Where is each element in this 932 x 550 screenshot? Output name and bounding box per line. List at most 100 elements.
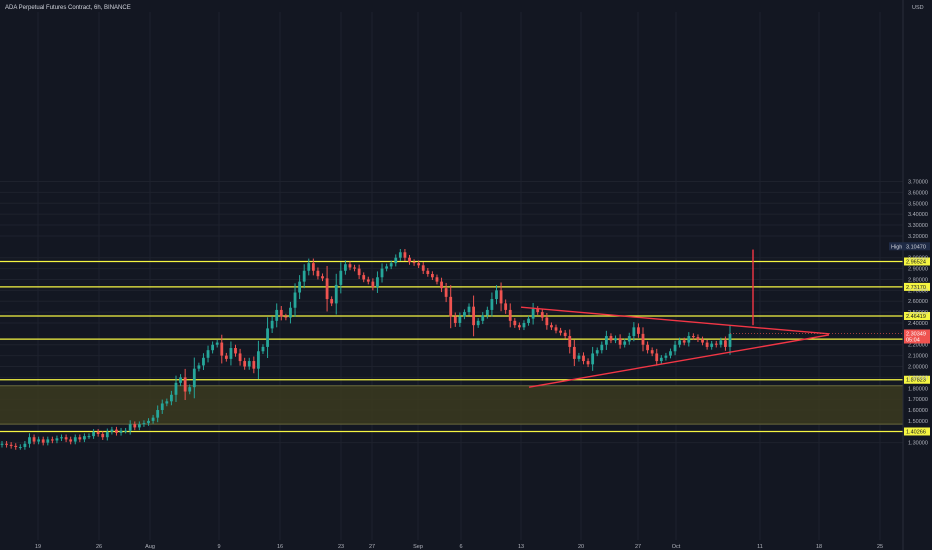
candle-body (366, 279, 370, 282)
candle-body (362, 275, 366, 280)
candle-body (32, 437, 36, 442)
candle-body (188, 387, 192, 392)
candle-body (389, 263, 393, 267)
candle-body (311, 263, 315, 271)
candle-body (41, 439, 45, 443)
candle-body (247, 361, 251, 367)
candle-body (701, 339, 704, 343)
triangle-pattern (520, 249, 830, 388)
level-label: 1.40266 (906, 429, 926, 435)
candle-body (609, 336, 613, 341)
candle-body (600, 344, 604, 351)
candle-body (279, 309, 283, 317)
candle-body (275, 309, 279, 321)
candle-body (64, 437, 68, 440)
candle-body (14, 445, 18, 448)
current-price-label: 2.30349 (906, 331, 926, 337)
candle-body (444, 288, 448, 297)
candle-body (508, 309, 512, 321)
candle-body (499, 290, 503, 304)
y-tick-label: 2.00000 (908, 365, 928, 371)
candle-body (229, 348, 233, 359)
demand-zone (0, 385, 903, 425)
y-tick-label: 3.50000 (908, 201, 928, 207)
x-tick-label: Aug (145, 544, 155, 550)
candle-body (179, 377, 182, 383)
candle-body (302, 270, 306, 282)
candle-body (385, 266, 389, 269)
x-tick-label: 16 (277, 544, 283, 550)
candle-body (572, 346, 576, 359)
candle-body (430, 274, 434, 278)
candle-body (28, 437, 31, 444)
candle-body (50, 439, 54, 441)
level-label-box (904, 311, 930, 320)
candle-body (531, 308, 535, 319)
candle-body (449, 296, 453, 317)
candle-body (467, 306, 471, 313)
candle-body (376, 277, 379, 288)
upper-trendline (520, 306, 830, 335)
y-tick-label: 3.60000 (908, 190, 928, 196)
candle-body (284, 316, 288, 318)
candle-body (687, 336, 691, 343)
candle-body (504, 303, 508, 310)
level-label: 2.96524 (906, 259, 926, 265)
candle-body (678, 340, 682, 345)
candle-body (101, 433, 105, 438)
candle-body (595, 350, 599, 354)
x-tick-label: 26 (96, 544, 102, 550)
x-tick-label: Oct (672, 544, 681, 550)
candle-body (495, 290, 498, 300)
candle-body (215, 342, 219, 345)
axes: 3.70000 3.60000 3.50000 3.40000 3.30000 3.200… (35, 0, 930, 550)
x-tick-label: 20 (578, 544, 584, 550)
y-tick-label: 2.70000 (908, 288, 928, 294)
level-label-box (904, 375, 930, 384)
level-label: 2.73170 (906, 285, 926, 291)
candle-body (137, 424, 141, 428)
candle-body (458, 316, 462, 323)
candle-body (325, 278, 329, 300)
candle-body (650, 350, 654, 354)
candle-body (669, 351, 672, 356)
candle-body (119, 430, 123, 433)
candle-body (192, 368, 196, 388)
candle-body (83, 436, 86, 440)
y-tick-label: 2.20000 (908, 343, 928, 349)
candle-body (147, 420, 150, 424)
candle-body (641, 333, 645, 345)
candle-body (412, 262, 416, 264)
chart-title: ADA Perpetual Futures Contract, 6h, BINA… (5, 5, 131, 11)
candle-body (623, 341, 627, 345)
level-label: 2.46419 (906, 314, 926, 320)
candle-body (211, 344, 215, 351)
candle-body (0, 443, 4, 445)
candle-body (472, 306, 475, 326)
y-tick-label: 2.80000 (908, 277, 928, 283)
candle-body (568, 336, 572, 347)
currency-label: USD (912, 5, 924, 11)
candle-body (206, 350, 210, 358)
candle-body (714, 343, 718, 345)
candle-body (257, 351, 260, 369)
candle-body (124, 430, 128, 432)
x-tick-label: 27 (635, 544, 641, 550)
candle-body (170, 394, 173, 402)
candle-body (728, 333, 732, 347)
candle-body (582, 355, 585, 362)
candle-body (591, 353, 595, 365)
candle-body (513, 320, 517, 326)
x-tick-label: 27 (369, 544, 375, 550)
candle-body (691, 336, 695, 338)
x-tick-label: 19 (35, 544, 41, 550)
countdown-label: 05:04 (906, 337, 920, 343)
candle-body (371, 281, 375, 288)
candle-body (156, 410, 160, 418)
candle-body (673, 344, 677, 352)
candle-body (339, 270, 343, 285)
x-tick-label: Sep (413, 544, 423, 550)
candle-body (618, 338, 622, 345)
